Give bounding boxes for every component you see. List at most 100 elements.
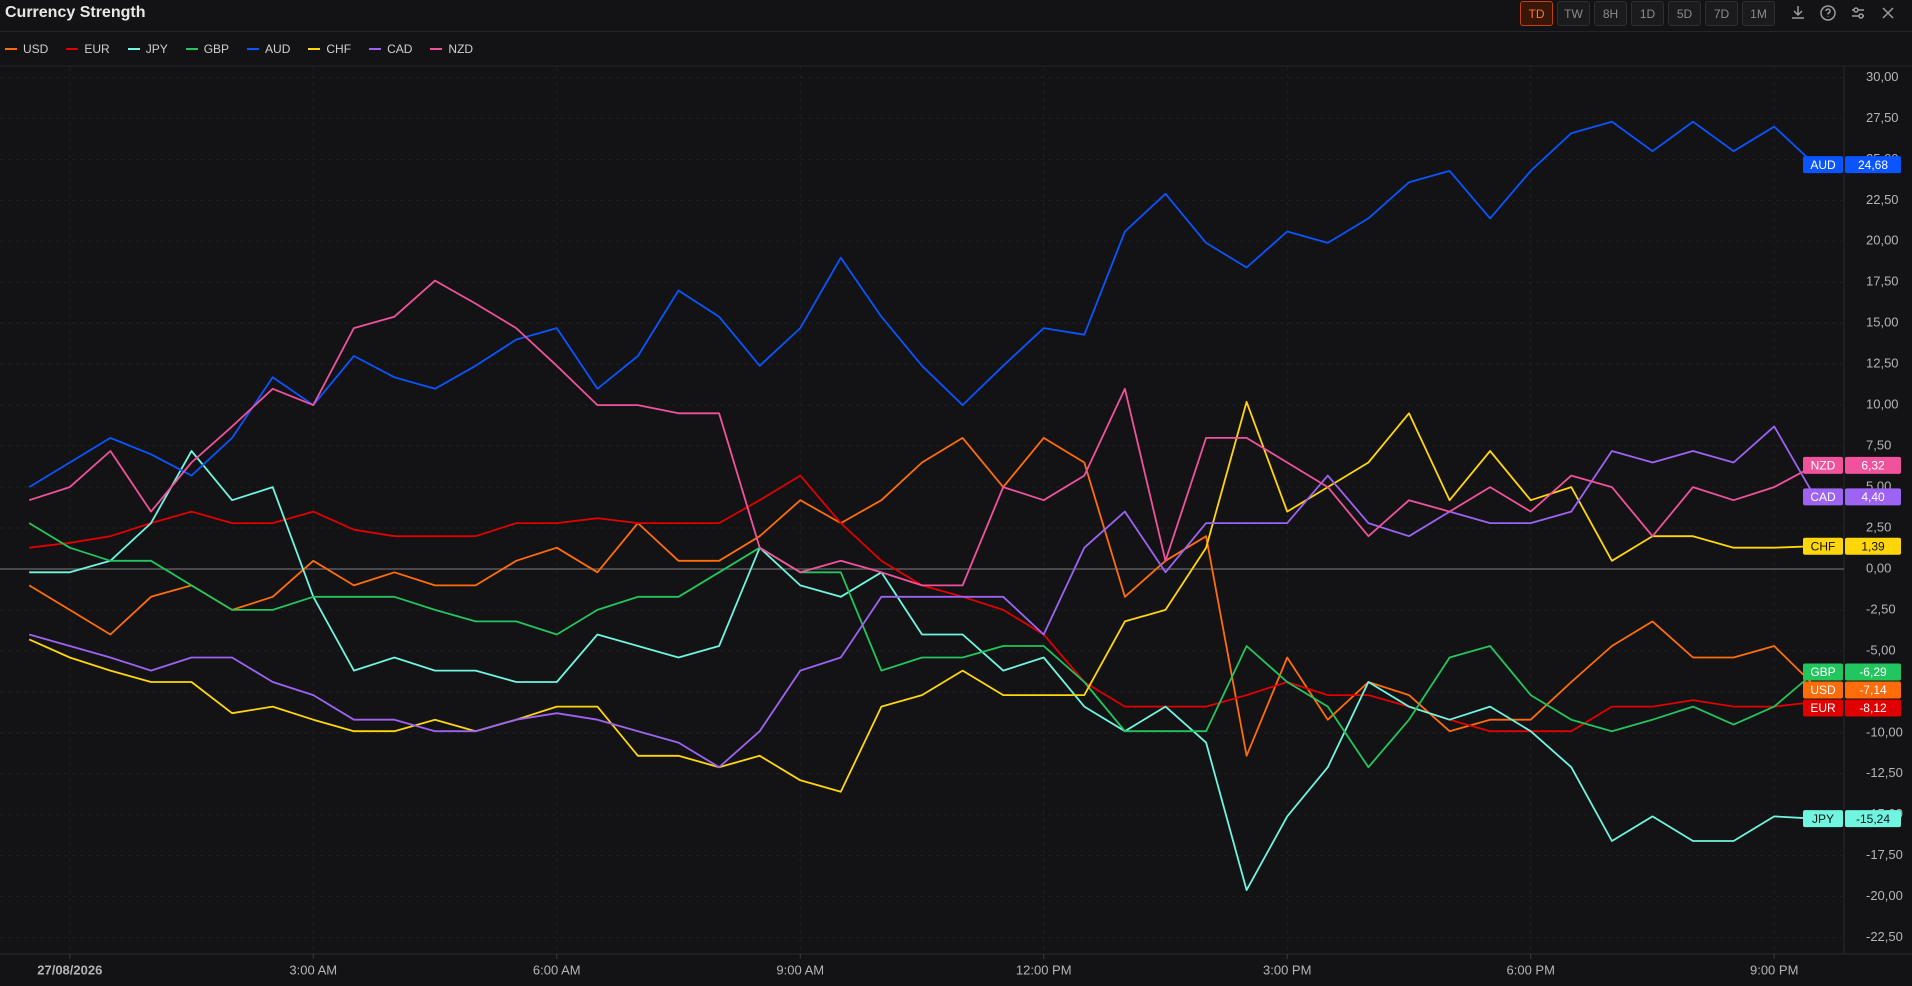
legend-swatch xyxy=(369,48,382,50)
legend-swatch xyxy=(66,48,79,50)
series-line xyxy=(28,279,1816,587)
badge-value: 24,68 xyxy=(1858,158,1888,172)
x-tick-label: 9:00 AM xyxy=(776,962,824,977)
badge-name: JPY xyxy=(1812,812,1834,826)
badge-value-bg xyxy=(1845,456,1901,474)
legend-label: CHF xyxy=(326,42,352,56)
badge-value-bg xyxy=(1845,156,1901,174)
x-tick-label: 9:00 PM xyxy=(1750,962,1798,977)
legend-label: GBP xyxy=(203,42,230,56)
legend-label: USD xyxy=(23,42,49,56)
y-tick-label: 7,50 xyxy=(1866,438,1891,453)
y-tick-label: -2,50 xyxy=(1866,601,1896,616)
y-tick-label: 17,50 xyxy=(1866,274,1899,289)
range-button[interactable]: 1M xyxy=(1742,1,1775,26)
badge-name: GBP xyxy=(1810,665,1835,679)
legend-item[interactable]: AUD xyxy=(247,42,290,56)
x-tick-label: 6:00 AM xyxy=(533,962,581,977)
badge-value: -15,24 xyxy=(1856,812,1890,826)
range-button[interactable]: 7D xyxy=(1705,1,1738,26)
legend-item[interactable]: USD xyxy=(5,42,48,56)
panel-title: Currency Strength xyxy=(5,4,146,21)
badge-name-bg xyxy=(1803,488,1843,506)
settings-icon[interactable] xyxy=(1848,3,1868,23)
legend-swatch xyxy=(247,48,260,50)
badge-value-bg xyxy=(1845,681,1901,699)
y-tick-label: 22,50 xyxy=(1866,192,1899,207)
series-line xyxy=(29,450,1815,891)
y-tick-label: -20,00 xyxy=(1866,888,1903,903)
badge-name-bg xyxy=(1803,663,1843,681)
badge-value: 4,40 xyxy=(1861,490,1885,504)
range-button[interactable]: 1D xyxy=(1631,1,1664,26)
close-icon[interactable] xyxy=(1878,3,1898,23)
legend-item[interactable]: NZD xyxy=(430,42,473,56)
badge-value-bg xyxy=(1845,488,1901,506)
y-tick-label: -5,00 xyxy=(1866,642,1896,657)
legend-swatch xyxy=(127,48,140,50)
series-line xyxy=(29,474,1815,733)
badge-value: -6,29 xyxy=(1859,665,1887,679)
badge-name: NZD xyxy=(1811,459,1836,473)
header: Currency Strength TD TW 8H 1D 5D 7D 1M USD EUR J… xyxy=(0,0,1912,56)
series-line xyxy=(28,120,1816,488)
legend-swatch xyxy=(430,48,443,50)
legend-swatch xyxy=(5,48,17,50)
series-line xyxy=(28,437,1816,757)
legend-item[interactable]: CAD xyxy=(369,42,412,56)
y-tick-label: -12,50 xyxy=(1866,765,1903,780)
y-tick-label: 20,00 xyxy=(1866,233,1899,248)
series-line xyxy=(28,425,1816,769)
y-tick-label: 27,50 xyxy=(1866,110,1899,125)
legend-swatch xyxy=(308,48,321,50)
y-tick-label: -22,50 xyxy=(1866,929,1903,944)
icon-bar xyxy=(1788,3,1898,23)
badge-name-bg xyxy=(1803,810,1843,828)
legend: USD EUR JPY GBP AUD CHF CAD NZD xyxy=(5,35,473,63)
legend-item[interactable]: JPY xyxy=(127,42,168,56)
legend-item[interactable]: EUR xyxy=(66,42,110,56)
x-tick-label: 3:00 PM xyxy=(1263,962,1311,977)
x-tick-label: 6:00 PM xyxy=(1507,962,1555,977)
badge-name-bg xyxy=(1803,456,1843,474)
range-toolbar: TD TW 8H 1D 5D 7D 1M xyxy=(1520,1,1775,26)
badge-value-bg xyxy=(1845,699,1901,717)
badge-name-bg xyxy=(1803,699,1843,717)
y-tick-label: 10,00 xyxy=(1866,397,1899,412)
range-button[interactable]: 5D xyxy=(1668,1,1701,26)
range-button[interactable]: 8H xyxy=(1594,1,1627,26)
y-tick-label: 15,00 xyxy=(1866,315,1899,330)
badge-name-bg xyxy=(1803,537,1843,555)
series-line xyxy=(28,522,1816,769)
badge-name: EUR xyxy=(1810,701,1836,715)
y-tick-label: -10,00 xyxy=(1866,724,1903,739)
series-line xyxy=(28,401,1815,793)
badge-name: CAD xyxy=(1810,490,1836,504)
download-icon[interactable] xyxy=(1788,3,1808,23)
x-tick-label: 12:00 PM xyxy=(1016,962,1072,977)
legend-item[interactable]: CHF xyxy=(308,42,351,56)
y-tick-label: 30,00 xyxy=(1866,69,1899,84)
legend-item[interactable]: GBP xyxy=(185,42,230,56)
badge-value-bg xyxy=(1845,663,1901,681)
legend-label: NZD xyxy=(448,42,474,56)
badge-name: AUD xyxy=(1810,158,1836,172)
range-button[interactable]: TD xyxy=(1520,1,1553,26)
x-tick-label: 27/08/2026 xyxy=(37,962,102,977)
y-tick-label: 2,50 xyxy=(1866,519,1891,534)
badge-value: -7,14 xyxy=(1859,683,1887,697)
legend-label: JPY xyxy=(145,42,168,56)
x-tick-label: 3:00 AM xyxy=(289,962,337,977)
badge-value: 1,39 xyxy=(1861,539,1885,553)
help-icon[interactable] xyxy=(1818,3,1838,23)
legend-label: CAD xyxy=(387,42,413,56)
badge-name-bg xyxy=(1803,681,1843,699)
badge-name-bg xyxy=(1803,156,1843,174)
range-button[interactable]: TW xyxy=(1557,1,1590,26)
legend-label: AUD xyxy=(265,42,291,56)
legend-swatch xyxy=(185,48,198,50)
badge-name: USD xyxy=(1810,683,1836,697)
